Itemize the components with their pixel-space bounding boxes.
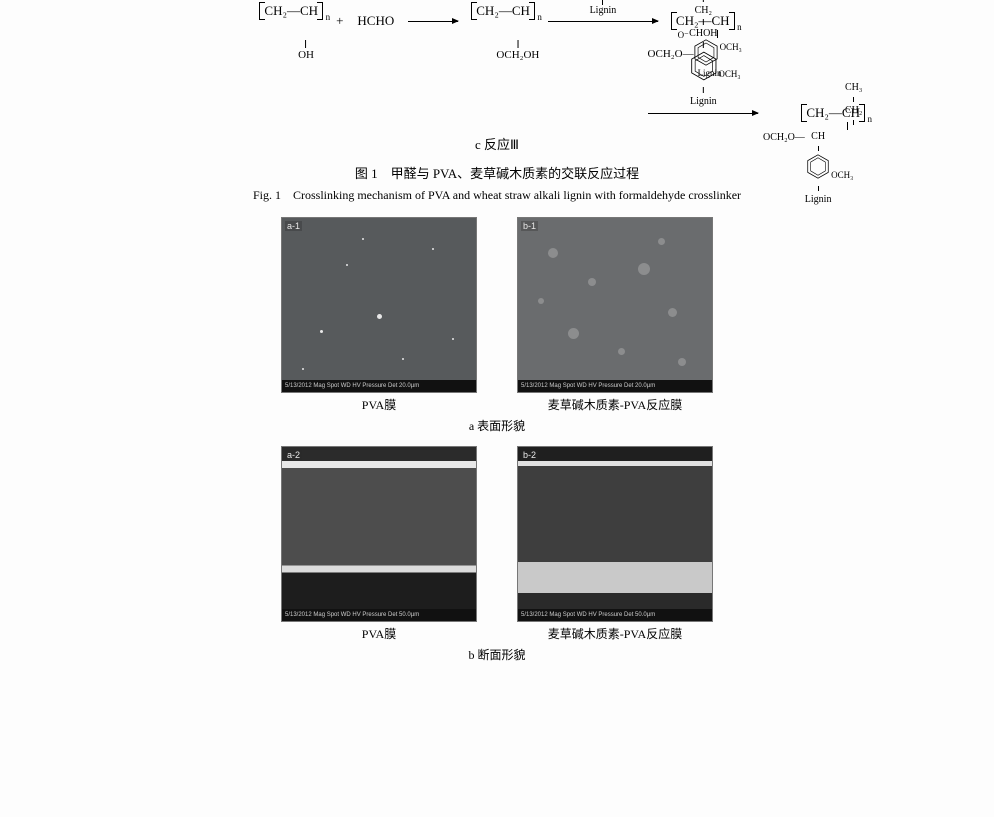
product-2: CH₂—CH n OCH₂O— CH OCH₃ Lignin (802, 104, 864, 122)
pva-och2oh: OCH₂OH (496, 40, 539, 62)
och3-p2: OCH₃ (831, 170, 853, 180)
och3-r2: OCH₃ (718, 69, 740, 79)
arrow-3: CH₃ CH₂ CHOH OCH₃ Lignin (648, 113, 758, 114)
sem-b1-infobar: 5/13/2012 Mag Spot WD HV Pressure Det 20… (518, 380, 712, 392)
plus-sign: + (336, 13, 343, 29)
sem-b2-image: b-2 5/13/2012 Mag Spot WD HV Pressure De… (517, 446, 713, 622)
page: CH₂—CH n OH + HCHO CH₂—CH n OCH₂OH (0, 0, 994, 817)
arrow-1 (408, 21, 458, 22)
sem-a2-caption: PVA膜 (281, 625, 477, 642)
lignin-1: Lignin (590, 5, 617, 16)
arrow-2: O⁻ OCH₃ Lignin (548, 21, 658, 22)
o-minus-p1: O⁻ (678, 31, 689, 41)
subfig-a-label: a 表面形貌 (70, 417, 924, 434)
pva-monomer-text-2: CH₂—CH (476, 3, 530, 18)
och3-p1: OCH₃ (720, 43, 742, 53)
lignin-p2: Lignin (805, 194, 832, 205)
pva-unit: CH₂—CH n OH (260, 2, 322, 40)
pva-oh: OH (298, 40, 314, 62)
sem-a1-tag: a-1 (285, 221, 302, 231)
subfig-b-label: b 断面形貌 (70, 646, 924, 663)
lignin-r2: Lignin (690, 96, 717, 107)
sem-b2-tag: b-2 (521, 450, 538, 460)
sem-b2-infobar: 5/13/2012 Mag Spot WD HV Pressure Det 50… (518, 609, 712, 621)
och2o-1: OCH₂O (648, 48, 683, 60)
sem-b1-caption: 麦草碱木质素-PVA反应膜 (517, 396, 713, 413)
pva-intermediate: CH₂—CH n OCH₂OH (472, 2, 534, 40)
poly-n: n (326, 8, 331, 26)
sem-a2: a-2 5/13/2012 Mag Spot WD HV Pressure De… (281, 446, 477, 642)
sem-b2: b-2 5/13/2012 Mag Spot WD HV Pressure De… (517, 446, 713, 642)
product1-link: OCH₂O— O⁻ OCH₃ Lignin (648, 30, 788, 69)
lignin-reagent-1: O⁻ OCH₃ Lignin (588, 0, 618, 16)
product2-link: OCH₂O— CH OCH₃ Lignin CH₃ C (763, 122, 933, 206)
sem-b1: b-1 5/13/2012 Mag Spot WD HV Pressure De… (517, 217, 713, 413)
choh-r2: CHOH (689, 28, 717, 39)
ch3-p2: CH₃ (845, 82, 862, 93)
sem-b2-caption: 麦草碱木质素-PVA反应膜 (517, 625, 713, 642)
hcho: HCHO (357, 13, 394, 29)
sem-a2-image: a-2 5/13/2012 Mag Spot WD HV Pressure De… (281, 446, 477, 622)
sem-b1-tag: b-1 (521, 221, 538, 231)
pva-monomer-text: CH₂—CH (264, 3, 318, 18)
lignin-reagent-2: CH₃ CH₂ CHOH OCH₃ Lignin (689, 0, 717, 108)
sem-b1-image: b-1 5/13/2012 Mag Spot WD HV Pressure De… (517, 217, 713, 393)
sem-a1-caption: PVA膜 (281, 396, 477, 413)
sem-a1: a-1 5/13/2012 Mag Spot WD HV Pressure De… (281, 217, 477, 413)
poly-n-2: n (537, 8, 542, 26)
sem-row-b: a-2 5/13/2012 Mag Spot WD HV Pressure De… (70, 446, 924, 642)
ch2-r2: CH₂ (695, 5, 712, 16)
sem-row-a: a-1 5/13/2012 Mag Spot WD HV Pressure De… (70, 217, 924, 413)
reaction-row-1: CH₂—CH n OH + HCHO CH₂—CH n OCH₂OH (70, 0, 924, 42)
reaction-row-2: CH₃ CH₂ CHOH OCH₃ Lignin (70, 102, 924, 124)
sem-a2-tag: a-2 (285, 450, 302, 460)
sem-a1-image: a-1 5/13/2012 Mag Spot WD HV Pressure De… (281, 217, 477, 393)
och2o-2: OCH₂O (763, 132, 795, 143)
reaction-scheme: CH₂—CH n OH + HCHO CH₂—CH n OCH₂OH (70, 0, 924, 153)
sem-a1-infobar: 5/13/2012 Mag Spot WD HV Pressure Det 20… (282, 380, 476, 392)
ch2-p2: CH₂ (845, 105, 862, 116)
sem-a2-infobar: 5/13/2012 Mag Spot WD HV Pressure Det 50… (282, 609, 476, 621)
